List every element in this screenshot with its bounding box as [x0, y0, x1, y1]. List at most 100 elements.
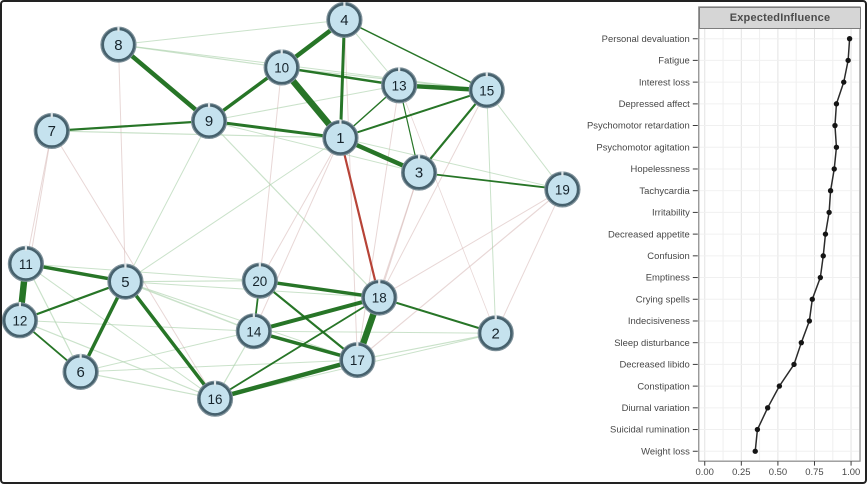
node-label-9: 9 [205, 114, 213, 130]
node-label-10: 10 [274, 61, 289, 76]
panel-title-text: ExpectedInfluence [729, 12, 831, 24]
ei-x-tick-label: 0.50 [769, 466, 787, 477]
node-label-2: 2 [492, 326, 500, 342]
node-label-20: 20 [252, 274, 267, 289]
network-node-8: 8 [100, 26, 137, 63]
ei-point-19 [754, 426, 761, 433]
network-edge-16-18 [214, 296, 381, 400]
network-edge-12-16 [19, 319, 216, 400]
network-node-12: 12 [2, 301, 39, 339]
network-edge-7-16 [51, 130, 216, 400]
ei-point-8 [827, 188, 834, 194]
ei-x-tick-label: 0.00 [696, 466, 714, 477]
network-edge-11-16 [25, 263, 216, 400]
ei-category-label: Tachycardia [639, 185, 690, 196]
ei-category-label: Crying spells [636, 293, 690, 304]
network-edge-20-17 [258, 279, 359, 362]
ei-category-label: Fatigue [658, 55, 689, 66]
network-edge-13-2 [398, 84, 497, 334]
network-edge-1-20 [259, 137, 341, 282]
network-edge-12-5 [18, 280, 127, 322]
ei-category-label: Emptiness [646, 272, 690, 283]
node-label-14: 14 [246, 324, 261, 339]
network-edge-1-14 [253, 137, 341, 332]
ei-category-label: Diurnal variation [622, 402, 690, 413]
network-edge-1-19 [339, 137, 563, 190]
network-node-13: 13 [381, 66, 418, 104]
ei-point-10 [822, 231, 829, 237]
network-edge-7-1 [51, 130, 342, 139]
ei-point-2 [845, 57, 851, 64]
node-label-1: 1 [336, 131, 344, 147]
network-node-3: 3 [400, 154, 438, 191]
network-edge-5-16 [123, 279, 217, 401]
node-label-19: 19 [555, 183, 570, 198]
network-edge-19-18 [378, 188, 563, 299]
network-edge-4-15 [343, 19, 488, 92]
network-edge-20-18 [258, 278, 381, 300]
network-node-4: 4 [326, 2, 363, 38]
ei-point-16 [791, 361, 797, 368]
network-node-10: 10 [263, 49, 300, 86]
ei-point-17 [776, 383, 783, 389]
network-node-1: 1 [322, 119, 359, 156]
network-edge-5-20 [124, 280, 261, 283]
network-edge-1-18 [339, 136, 381, 299]
ei-category-label: Hopelessness [631, 163, 691, 174]
network-edge-3-19 [418, 171, 564, 191]
node-label-12: 12 [12, 314, 27, 329]
node-label-17: 17 [350, 353, 365, 368]
network-edge-8-9 [116, 42, 212, 124]
network-node-2: 2 [477, 314, 514, 352]
ei-category-label: Indecisiveness [628, 315, 690, 326]
ei-category-label: Psychomotor retardation [587, 120, 690, 131]
network-edge-12-14 [19, 319, 255, 332]
network-edge-9-13 [208, 84, 400, 122]
node-label-8: 8 [114, 38, 122, 54]
network-edge-15-2 [486, 89, 497, 334]
ei-x-tick-label: 0.75 [805, 466, 823, 477]
network-edge-6-16 [80, 371, 216, 400]
expected-influence-panel-header: ExpectedInfluence [699, 7, 861, 29]
ei-point-20 [752, 448, 758, 454]
network-node-9: 9 [190, 102, 228, 140]
network-node-19: 19 [544, 170, 581, 208]
node-label-11: 11 [19, 257, 33, 272]
node-label-15: 15 [479, 83, 494, 98]
ei-point-12 [817, 274, 824, 281]
node-label-5: 5 [121, 275, 129, 291]
node-label-7: 7 [48, 124, 56, 140]
ei-category-label: Weight loss [641, 445, 690, 456]
network-edge-6-14 [80, 330, 255, 373]
network-edge-14-2 [253, 330, 497, 334]
ei-category-label: Depressed affect [619, 98, 691, 109]
ei-point-18 [764, 405, 771, 411]
network-edge-7-9 [50, 119, 211, 133]
ei-category-label: Constipation [637, 380, 689, 391]
network-edge-1-15 [339, 89, 488, 139]
network-edge-8-4 [117, 19, 345, 46]
network-edge-9-18 [208, 120, 380, 299]
network-edge-11-6 [25, 263, 82, 373]
network-edge-15-19 [486, 89, 563, 190]
network-edge-7-11 [25, 130, 53, 265]
ei-category-label: Confusion [647, 250, 690, 261]
network-edge-13-17 [356, 84, 400, 361]
ei-category-label: Suicidal rumination [610, 424, 690, 435]
network-node-5: 5 [107, 263, 144, 300]
ei-category-label: Decreased appetite [608, 228, 690, 239]
network-node-16: 16 [196, 380, 234, 417]
network-edge-8-15 [117, 44, 488, 91]
ei-category-label: Irritability [652, 207, 690, 218]
ei-category-label: Interest loss [639, 76, 690, 87]
node-label-13: 13 [392, 78, 407, 93]
node-label-4: 4 [340, 13, 348, 29]
ei-point-4 [833, 101, 840, 107]
ei-point-5 [832, 122, 838, 129]
ei-point-15 [798, 340, 805, 346]
ei-point-13 [809, 296, 815, 302]
network-node-15: 15 [468, 71, 505, 109]
